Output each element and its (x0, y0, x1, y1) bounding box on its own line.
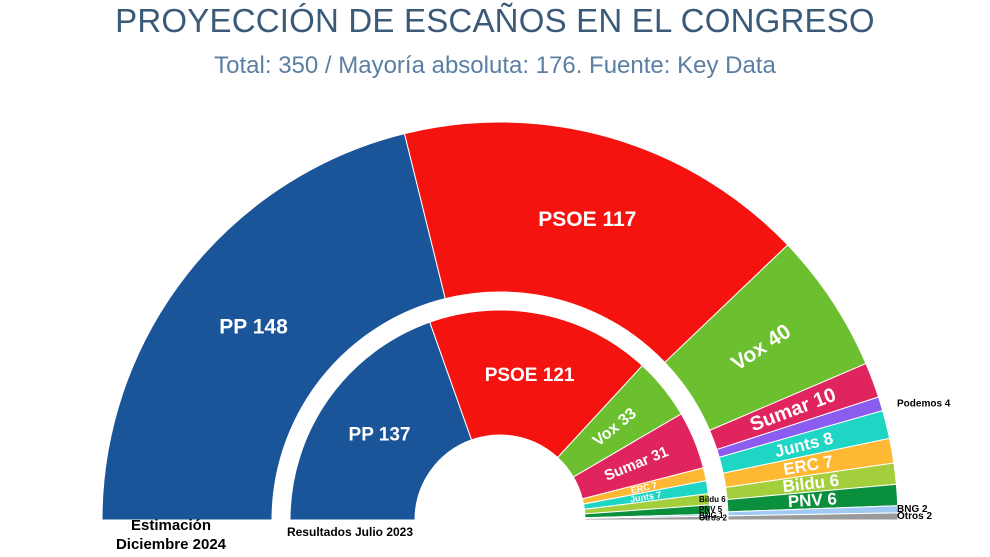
caption-estimacion-line: Estimación (131, 517, 211, 534)
side-label-otros: Otros 2 (897, 511, 932, 522)
ring-labels: Estimación Diciembre 2024 Resultados Julio… (116, 517, 413, 553)
chart-subtitle: Total: 350 / Mayoría absoluta: 176. Fuen… (214, 52, 776, 79)
caption-resultados-line: Resultados Julio 2023 (287, 525, 413, 539)
seat-slice-pp (101, 133, 446, 521)
slice-label-pp: PP 137 (349, 424, 411, 445)
seat-slice-psoe (429, 309, 644, 459)
seat-slice-pp (289, 321, 473, 521)
slice-label-psoe: PSOE 121 (485, 365, 575, 386)
slice-label-pp: PP 148 (219, 316, 288, 339)
slice-label-psoe: PSOE 117 (538, 208, 636, 231)
seat-slice-otros (584, 515, 711, 521)
side-label-otros: Otros 2 (699, 514, 728, 523)
side-label-podemos: Podemos 4 (897, 398, 951, 409)
seat-slice-psoe (403, 121, 789, 364)
side-label-bildu: Bildu 6 (699, 495, 726, 504)
chart-title: PROYECCIÓN DE ESCAÑOS EN EL CONGRESO (115, 2, 875, 39)
caption-estimacion-line: Diciembre 2024 (116, 536, 227, 553)
side-label-bng: BNG 1 (699, 511, 724, 520)
side-label-bng: BNG 2 (897, 504, 928, 515)
side-label-pnv: PNV 5 (699, 505, 723, 514)
seat-slice-otros (727, 512, 899, 521)
slice-label-pnv: PNV 6 (787, 489, 837, 511)
